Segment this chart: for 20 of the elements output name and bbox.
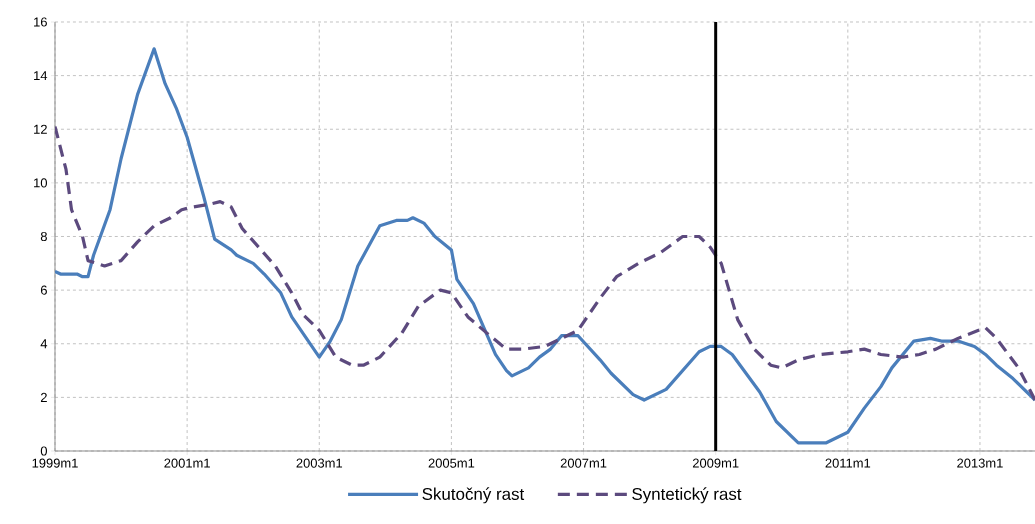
y-tick-label: 8 (40, 231, 47, 242)
x-tick-label: 2011m1 (825, 458, 871, 468)
x-tick-label: 2001m1 (164, 458, 210, 468)
y-tick-label: 0 (40, 446, 47, 456)
y-tick-label: 2 (40, 392, 47, 402)
y-tick-label: 12 (34, 124, 47, 134)
x-tick-label: 2003m1 (296, 458, 343, 468)
legend-label: Syntetický rast (632, 487, 742, 504)
y-tick-label: 10 (34, 178, 47, 188)
line-series (55, 124, 1035, 402)
y-tick-label: 14 (34, 71, 48, 81)
legend-label: Skutočný rast (422, 487, 525, 504)
x-tick-label: 2013m1 (957, 458, 1003, 468)
y-tick-label: 16 (34, 17, 47, 27)
x-tick-label: 2005m1 (428, 458, 475, 468)
x-tick-label: 2009m1 (692, 458, 739, 468)
x-tick-label: 2007m1 (560, 458, 607, 468)
y-tick-label: 4 (40, 339, 48, 349)
x-tick-label: 1999m1 (32, 458, 78, 468)
y-tick-label: 6 (40, 285, 47, 295)
